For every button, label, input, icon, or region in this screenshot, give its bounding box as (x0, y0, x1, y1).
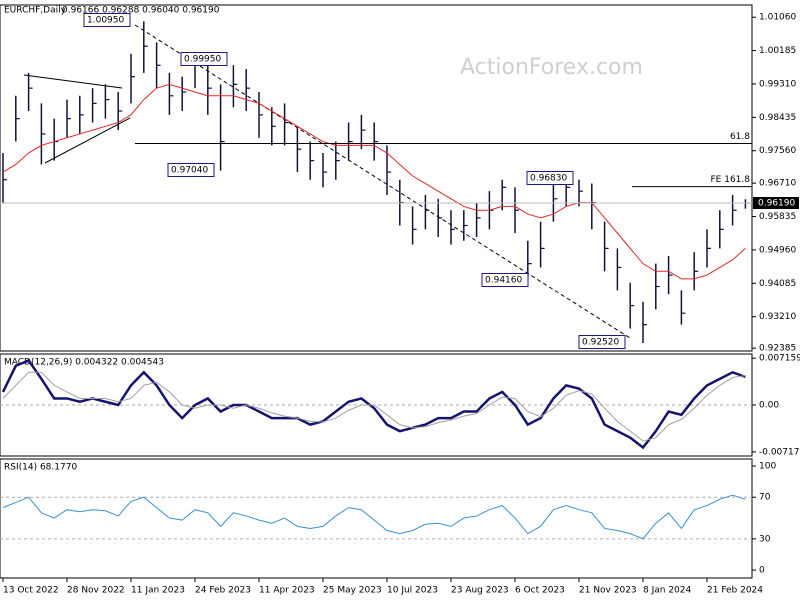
ohlc-header: 0.96166 0.96288 0.96040 0.96190 (62, 6, 220, 16)
y-tick-label: 0.94960 (759, 245, 796, 255)
x-tick-label: 10 Jul 2023 (387, 586, 438, 596)
x-tick-label: 21 Feb 2024 (707, 586, 763, 596)
y-tick-label: 70 (759, 493, 771, 503)
panel-frame (0, 458, 753, 579)
series-line (2, 83, 746, 280)
x-tick-label: 21 Nov 2023 (579, 586, 637, 596)
annotation: 1.00950 (87, 16, 124, 26)
series-line (2, 371, 746, 442)
y-tick-label: 0.007159 (759, 354, 800, 364)
y-tick-label: 0.00 (759, 401, 779, 411)
level-label: 61.8 (730, 132, 750, 142)
x-tick-label: 11 Apr 2023 (259, 586, 315, 596)
x-tick-label: 28 Nov 2022 (67, 586, 125, 596)
annotation-box (526, 171, 574, 185)
level-label: FE 161.8 (711, 175, 751, 185)
y-tick-label: -0.007173 (759, 447, 800, 457)
x-tick-label: 24 Feb 2023 (195, 586, 251, 596)
x-tick-label: 25 May 2023 (323, 586, 382, 596)
last-price-box (753, 196, 799, 209)
panel-title: RSI(14) 68.1770 (4, 463, 77, 473)
x-tick-label: 13 Oct 2022 (3, 586, 59, 596)
y-tick-label: 30 (759, 534, 771, 544)
y-tick-label: 0.97560 (759, 146, 796, 156)
annotation: 0.96830 (530, 174, 567, 184)
annotation-box (578, 335, 626, 349)
y-tick-label: 0 (759, 566, 765, 576)
annotation: 0.92520 (582, 338, 619, 348)
panel-title: MACD(12,26,9) 0.004322 0.004543 (4, 358, 164, 368)
series-line (2, 494, 746, 540)
x-tick-label: 8 Jan 2024 (643, 586, 691, 596)
annotation-box (167, 163, 215, 177)
x-tick-label: 6 Oct 2023 (515, 586, 565, 596)
y-tick-label: 0.93210 (759, 312, 796, 322)
panel-frame (0, 4, 753, 352)
y-tick-label: 0.92385 (759, 344, 796, 354)
annotation: 0.94160 (485, 276, 522, 286)
y-tick-label: 100 (759, 461, 776, 471)
annotation: 0.97040 (171, 166, 208, 176)
annotation-box (481, 273, 529, 287)
y-tick-label: 1.01060 (759, 13, 796, 23)
watermark: ActionForex.com (460, 55, 643, 80)
annotation-box (180, 52, 228, 66)
y-tick-label: 0.98435 (759, 113, 796, 123)
annotation: 0.99950 (184, 55, 221, 65)
y-tick-label: 0.99310 (759, 79, 796, 89)
last-price-label: 0.96190 (758, 198, 795, 208)
y-tick-label: 0.94085 (759, 279, 796, 289)
y-tick-label: 0.96710 (759, 179, 796, 189)
x-tick-label: 11 Jan 2023 (131, 586, 185, 596)
y-tick-label: 1.00185 (759, 46, 796, 56)
chart-title: EURCHF,Daily (4, 6, 67, 16)
y-tick-label: 0.95835 (759, 212, 796, 222)
x-tick-label: 23 Aug 2023 (451, 586, 509, 596)
annotation-box (83, 13, 131, 27)
series-line (1, 359, 746, 450)
